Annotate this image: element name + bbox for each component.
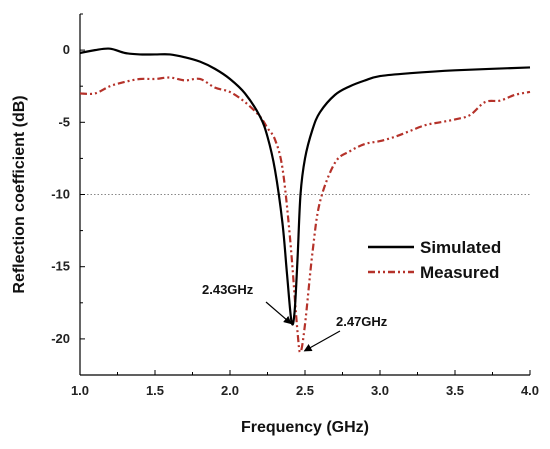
annotation-arrow-2.47ghz [303,330,341,352]
x-tick-label: 3.0 [371,383,389,398]
y-tick-label: -5 [58,114,70,129]
legend-label-simulated: Simulated [420,238,501,257]
annotation-2.43ghz: 2.43GHz [202,282,254,297]
x-tick-labels: 1.0 1.5 2.0 2.5 3.0 3.5 4.0 [71,383,539,398]
x-tick-label: 4.0 [521,383,539,398]
x-axis-label: Frequency (GHz) [241,419,369,436]
x-tick-label: 1.5 [146,383,164,398]
y-tick-label: -15 [51,259,70,274]
y-tick-label: 0 [63,42,70,57]
y-tick-labels: 0 -5 -10 -15 -20 [51,42,70,346]
legend-label-measured: Measured [420,263,499,282]
legend: Simulated Measured [368,238,501,282]
plot-area [79,13,531,376]
annotation-arrow-2.43ghz [265,301,292,325]
series-line-simulated [79,47,531,326]
x-tick-label: 2.5 [296,383,314,398]
annotations: 2.43GHz 2.47GHz [202,282,388,352]
y-tick-label: -10 [51,187,70,202]
x-tick-label: 3.5 [446,383,464,398]
x-tick-label: 1.0 [71,383,89,398]
x-tick-label: 2.0 [221,383,239,398]
series-line-measured [79,76,531,354]
y-axis-label: Reflection coefficient (dB) [11,95,28,293]
y-tick-label: -20 [51,331,70,346]
annotation-2.47ghz: 2.47GHz [336,314,388,329]
